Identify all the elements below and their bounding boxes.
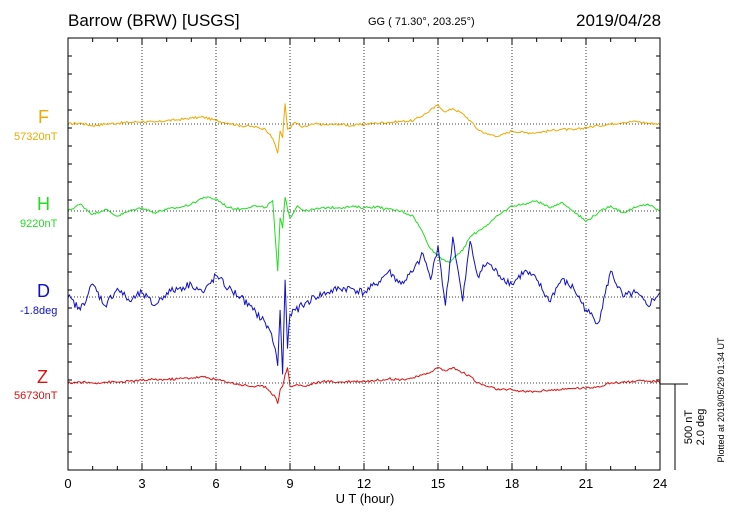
station-title: Barrow (BRW) [USGS] <box>68 11 240 30</box>
x-axis-label: U T (hour) <box>336 491 395 506</box>
series-baseline-z: 56730nT <box>14 390 58 402</box>
scale-note-nt: 500 nT <box>683 410 695 445</box>
series-layer <box>67 103 661 404</box>
x-tick-label: 18 <box>505 476 519 491</box>
x-tick-label: 9 <box>286 476 293 491</box>
x-tick-label: 21 <box>579 476 593 491</box>
scale-note-deg: 2.0 deg <box>695 409 707 446</box>
series-baseline-d: -1.8deg <box>20 305 58 317</box>
x-tick-label: 12 <box>357 476 371 491</box>
series-name-f: F <box>38 107 49 127</box>
x-tick-label: 3 <box>138 476 145 491</box>
chart-date: 2019/04/28 <box>576 11 662 30</box>
series-line-z <box>67 366 661 404</box>
grid-layer <box>68 38 660 470</box>
tick-layer: 0 3 6 9 12 15 18 21 24 <box>64 38 667 491</box>
x-tick-label: 6 <box>212 476 219 491</box>
plotted-note: Plotted at 2019/05/29 01:34 UT <box>716 337 726 463</box>
series-name-z: Z <box>37 367 48 387</box>
series-line-f <box>67 103 661 154</box>
series-baseline-f: 57320nT <box>14 131 58 143</box>
x-tick-label: 15 <box>431 476 445 491</box>
series-line-h <box>67 196 661 272</box>
x-tick-label: 0 <box>64 476 71 491</box>
station-coordinates: GG ( 71.30°, 203.25°) <box>368 16 475 28</box>
x-tick-label: 24 <box>653 476 667 491</box>
series-line-d <box>67 236 661 375</box>
series-name-h: H <box>37 194 50 214</box>
scale-bar-group: 500 nT 2.0 deg <box>660 383 707 470</box>
series-name-d: D <box>37 281 50 301</box>
series-baseline-h: 9220nT <box>20 218 58 230</box>
